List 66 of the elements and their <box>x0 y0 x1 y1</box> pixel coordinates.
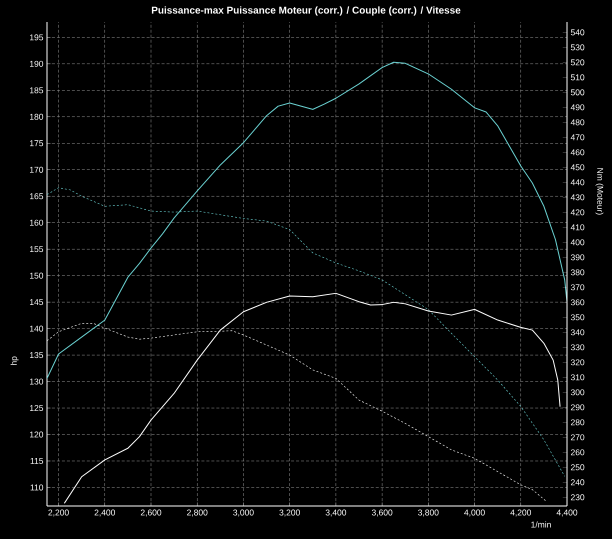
y-tick-label: 155 <box>30 246 44 252</box>
x-tick-label: 2,200 <box>48 510 69 517</box>
x-tick-label: 3,200 <box>279 510 300 517</box>
y2-tick-label: 470 <box>570 134 584 140</box>
y2-tick-label: 240 <box>570 479 584 486</box>
y2-tick-label: 380 <box>570 269 584 276</box>
y-tick-label: 170 <box>30 166 44 173</box>
y2-tick-label: 430 <box>570 194 584 200</box>
y2-tick-label: 340 <box>570 329 584 336</box>
y-tick-label: 180 <box>30 114 44 120</box>
y-tick-label: 115 <box>30 458 44 464</box>
y2-tick-label: 540 <box>570 29 584 36</box>
y2-tick-label: 510 <box>570 74 584 80</box>
y2-tick-label: 280 <box>570 419 584 426</box>
y2-tick-label: 320 <box>570 359 584 366</box>
y2-tick-label: 420 <box>570 209 584 216</box>
y-tick-label: 125 <box>30 405 44 412</box>
y-tick-label: 150 <box>30 272 44 279</box>
y2-tick-label: 480 <box>570 119 584 126</box>
x-axis-title: 1/min <box>531 521 551 528</box>
y2-tick-label: 520 <box>570 59 584 66</box>
y-tick-label: 110 <box>30 484 44 490</box>
y2-tick-label: 530 <box>570 44 584 50</box>
y-tick-label: 190 <box>30 60 44 67</box>
y-tick-label: 185 <box>30 87 44 94</box>
y2-tick-label: 490 <box>570 104 584 110</box>
y2-tick-label: 290 <box>570 404 584 410</box>
y2-tick-label: 370 <box>570 284 584 290</box>
y-tick-label: 160 <box>30 220 44 226</box>
x-tick-label: 3,600 <box>372 510 392 517</box>
y2-tick-label: 440 <box>570 179 584 186</box>
x-tick-label: 3,000 <box>233 510 254 517</box>
y-tick-label: 130 <box>30 378 44 385</box>
y2-tick-label: 350 <box>570 314 584 320</box>
chart-title: Puissance-max Puissance Moteur (corr.) / Couple (corr.) / Vitesse <box>152 6 460 16</box>
x-tick-label: 3,800 <box>418 510 439 517</box>
y-tick-label: 175 <box>30 140 44 146</box>
y-axis-title: hp <box>10 356 19 365</box>
y-tick-label: 195 <box>30 34 44 40</box>
y2-tick-label: 270 <box>570 434 584 440</box>
x-tick-label: 3,400 <box>326 510 346 517</box>
y2-axis-title: Nm (Moteur) <box>596 168 604 215</box>
y-tick-label: 165 <box>30 193 44 200</box>
y-tick-label: 120 <box>30 432 44 438</box>
y2-tick-label: 360 <box>570 299 584 306</box>
y2-tick-label: 230 <box>570 494 584 500</box>
y2-tick-label: 260 <box>570 449 584 456</box>
y2-tick-label: 500 <box>570 89 584 96</box>
y2-tick-label: 450 <box>570 164 584 170</box>
x-tick-label: 4,000 <box>464 510 485 517</box>
y2-tick-label: 390 <box>570 254 584 260</box>
x-tick-label: 4,200 <box>510 510 532 517</box>
y2-tick-label: 400 <box>570 239 584 246</box>
x-tick-label: 2,600 <box>140 510 162 517</box>
y-tick-label: 140 <box>30 326 44 332</box>
y-tick-label: 135 <box>30 352 44 358</box>
y2-tick-label: 250 <box>570 464 584 470</box>
x-tick-label: 2,400 <box>94 510 116 517</box>
x-tick-label: 4,400 <box>556 510 578 517</box>
y-tick-label: 145 <box>30 299 44 306</box>
y2-tick-label: 410 <box>570 224 584 230</box>
y2-tick-label: 310 <box>570 374 584 380</box>
x-tick-label: 2,800 <box>187 510 208 517</box>
y2-tick-label: 460 <box>570 149 584 156</box>
y2-tick-label: 330 <box>570 344 584 350</box>
y2-tick-label: 300 <box>570 389 584 396</box>
